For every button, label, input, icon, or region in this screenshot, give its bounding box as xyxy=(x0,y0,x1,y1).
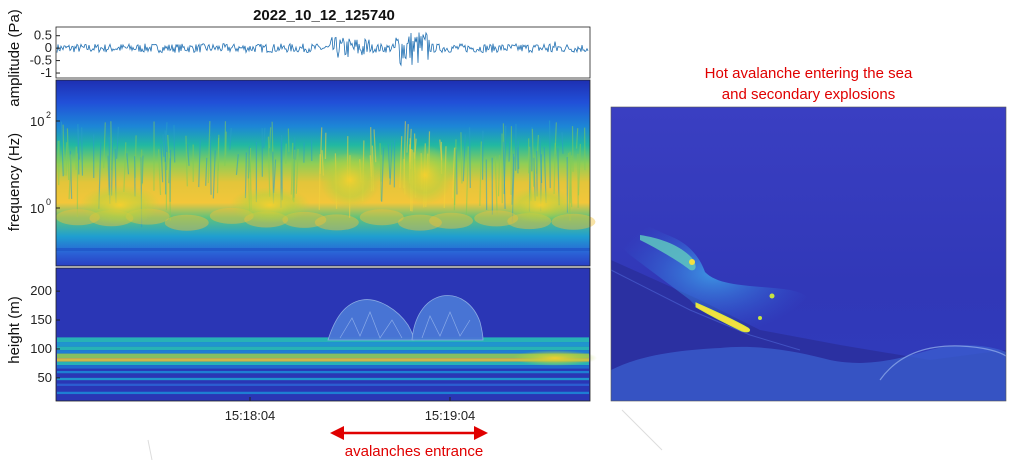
spectrogram-ytick: 10 0 xyxy=(30,197,60,216)
waveform-ytick-label: -1 xyxy=(40,65,52,80)
spectrogram-ytick: 10 2 xyxy=(30,110,60,129)
height-frame xyxy=(55,267,591,402)
thermal-caption: Hot avalanche entering the sea and secon… xyxy=(611,63,1006,105)
thermal-hot-streak xyxy=(695,302,751,333)
thermal-lower-cloud xyxy=(611,345,1006,401)
thermal-plume-core xyxy=(640,235,696,271)
thermal-hot-spot xyxy=(689,259,695,265)
height-bands xyxy=(57,337,589,395)
thermal-image xyxy=(610,106,1007,402)
spectrogram-hot-patch xyxy=(80,185,160,225)
spectrogram-frame xyxy=(55,79,591,267)
thermal-caption-line1: Hot avalanche entering the sea xyxy=(704,65,913,82)
spectrogram-hot-patch xyxy=(397,145,453,205)
waveform-ytick-label: 0.5 xyxy=(34,28,52,43)
height-panel: 200 150 100 50 15:18:04 15:19:04 height (m) xyxy=(6,267,597,423)
faint-decoration xyxy=(147,439,153,460)
waveform-frame xyxy=(55,26,591,79)
waveform-panel: 0.50-0.5-1 amplitude (Pa) xyxy=(6,9,591,107)
thermal-frame xyxy=(610,106,1007,402)
height-background xyxy=(56,268,590,401)
spectrogram-ylabel: frequency (Hz) xyxy=(6,133,23,231)
faint-decoration xyxy=(621,409,663,451)
thermal-hot-spot xyxy=(758,316,762,320)
spectrogram-ytick-base: 10 xyxy=(30,201,44,216)
waveform-ylabel: amplitude (Pa) xyxy=(6,9,23,107)
avalanche-plume-texture xyxy=(339,311,471,339)
thermal-lower-cloud-edge xyxy=(879,345,1007,381)
height-xtick-label: 15:19:04 xyxy=(425,408,476,423)
avalanche-arrow-label: avalanches entrance xyxy=(345,443,483,460)
spectrogram-hot-patch xyxy=(505,187,575,223)
spectrogram-hot-patch xyxy=(230,187,310,223)
spectrogram-panel: 10 2 10 0 frequency (Hz) xyxy=(6,79,596,267)
height-hot-band xyxy=(513,350,597,366)
figure-title: 2022_10_12_125740 xyxy=(253,7,395,24)
spectrogram-ytick-exponent: 2 xyxy=(46,110,51,120)
spectrogram-hot-patch xyxy=(320,152,380,208)
spectrogram-ytick-base: 10 xyxy=(30,114,44,129)
thermal-caption-line2: and secondary explosions xyxy=(721,86,896,103)
thermal-slope-highlight xyxy=(610,269,801,351)
spectrogram-ytick-exponent: 0 xyxy=(46,197,51,207)
thermal-hot-spot xyxy=(769,293,775,299)
height-ytick-label: 200 xyxy=(30,283,52,298)
height-ytick-label: 50 xyxy=(38,370,52,385)
waveform-line xyxy=(56,31,589,67)
waveform-ytick-label: 0 xyxy=(45,40,52,55)
height-xtick-label: 15:18:04 xyxy=(225,408,276,423)
avalanche-arrow xyxy=(330,426,488,440)
waveform-ytick-label: -0.5 xyxy=(30,53,52,68)
height-ytick-label: 150 xyxy=(30,312,52,327)
height-ylabel: height (m) xyxy=(6,296,23,364)
height-ytick-label: 100 xyxy=(30,341,52,356)
